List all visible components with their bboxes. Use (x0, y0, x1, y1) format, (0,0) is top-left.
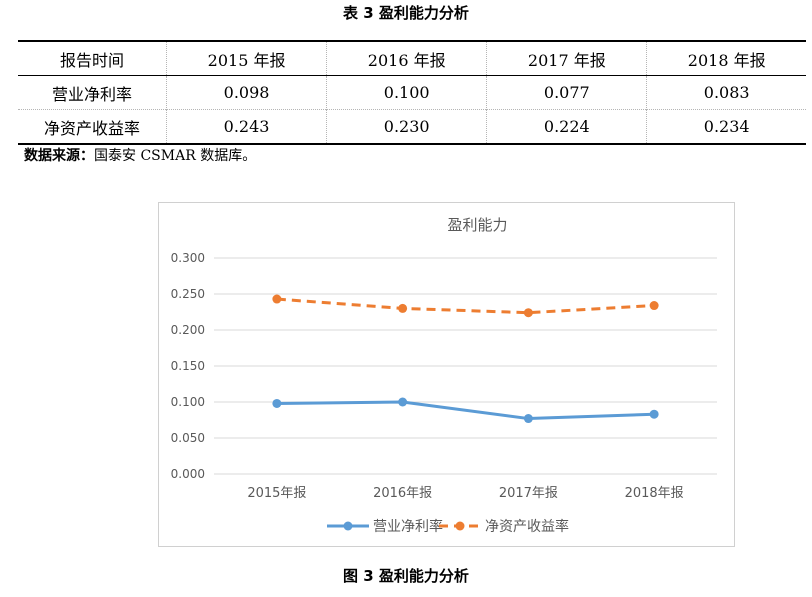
data-point (398, 303, 408, 313)
legend-label: 营业净利率 (373, 518, 443, 535)
y-tick-label: 0.000 (171, 467, 205, 481)
header-cell: 报告时间 (59, 50, 124, 70)
table-row: 净资产收益率 0.243 0.230 0.224 0.234 (18, 109, 806, 145)
header-cell: 2016 年报 (326, 41, 487, 76)
legend-marker (343, 521, 353, 531)
data-point (523, 308, 533, 318)
source-note-label: 数据来源： (24, 148, 94, 164)
chart-canvas: 盈利能力 0.000 0.050 0.100 0.150 0.200 0.250 0.300 2… (171, 216, 717, 535)
x-tick-label: 2016年报 (373, 486, 432, 501)
data-point (398, 397, 408, 407)
x-tick-label: 2018年报 (625, 486, 684, 501)
table-caption: 表 3 盈利能力分析 (343, 4, 469, 22)
line-chart: 盈利能力 0.000 0.050 0.100 0.150 0.200 0.250 0.300 2… (158, 202, 735, 547)
figure-caption: 图 3 盈利能力分析 (343, 567, 469, 585)
series-line-1 (276, 297, 655, 315)
table-cell: 0.243 (165, 109, 327, 145)
table-header-row: 报告时间 2015 年报 2016 年报 2017 年报 2018 年报 (18, 41, 806, 76)
table-cell: 0.230 (326, 109, 487, 145)
data-point (272, 294, 282, 304)
header-cell: 2018 年报 (646, 41, 806, 76)
profitability-table: 报告时间 2015 年报 2016 年报 2017 年报 2018 年报 营业净… (18, 40, 806, 145)
table-cell: 0.100 (326, 75, 487, 110)
table-row: 营业净利率 0.098 0.100 0.077 0.083 (18, 75, 806, 110)
y-tick-label: 0.300 (171, 251, 205, 265)
table-cell: 0.077 (486, 75, 647, 110)
y-tick-label: 0.250 (171, 287, 205, 301)
y-tick-label: 0.100 (171, 395, 205, 409)
legend-label: 净资产收益率 (485, 518, 569, 535)
header-cell: 2015 年报 (165, 41, 327, 76)
source-note-text: 国泰安 CSMAR 数据库。 (94, 148, 257, 164)
y-tick-label: 0.150 (171, 359, 205, 373)
table-cell: 0.098 (165, 75, 327, 110)
table-cell: 0.083 (646, 75, 806, 110)
table-cell: 0.224 (486, 109, 647, 145)
x-tick-label: 2017年报 (499, 486, 558, 501)
source-note: 数据来源：国泰安 CSMAR 数据库。 (24, 145, 256, 165)
header-cell: 2017 年报 (486, 41, 647, 76)
series-line-0 (276, 400, 655, 421)
data-point (649, 301, 659, 311)
chart-title: 盈利能力 (447, 216, 507, 234)
row-label: 净资产收益率 (18, 109, 167, 145)
y-tick-label: 0.200 (171, 323, 205, 337)
legend-marker (455, 521, 465, 531)
data-point (272, 398, 282, 408)
row-label: 营业净利率 (51, 84, 132, 104)
y-tick-label: 0.050 (171, 431, 205, 445)
data-point (523, 414, 533, 424)
data-point (649, 409, 659, 419)
x-tick-label: 2015年报 (247, 486, 306, 501)
table-cell: 0.234 (646, 109, 806, 145)
